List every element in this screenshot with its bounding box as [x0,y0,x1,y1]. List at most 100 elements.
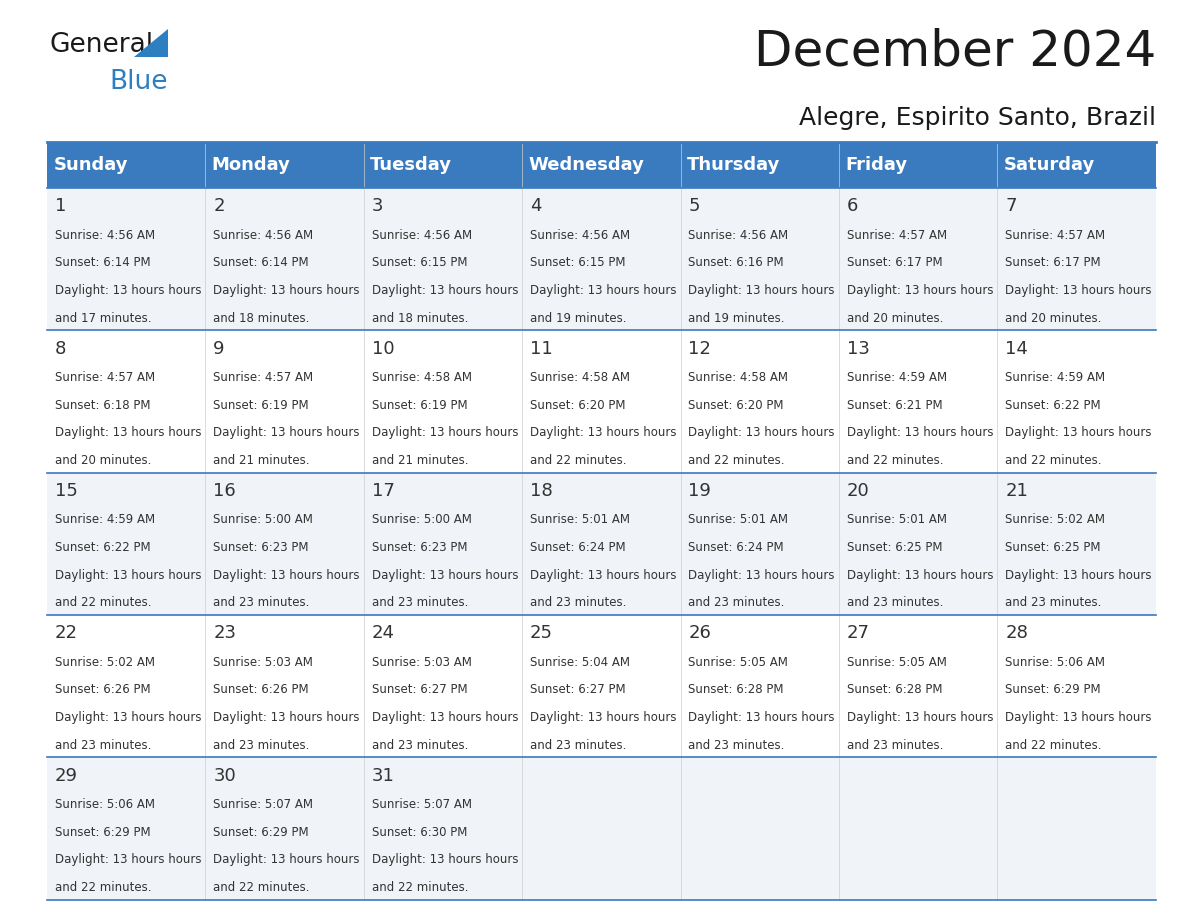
FancyBboxPatch shape [48,188,1156,330]
Text: Sunset: 6:24 PM: Sunset: 6:24 PM [530,541,626,554]
Text: Sunset: 6:25 PM: Sunset: 6:25 PM [1005,541,1101,554]
Text: Sunrise: 5:01 AM: Sunrise: 5:01 AM [689,513,789,526]
Text: Sunset: 6:28 PM: Sunset: 6:28 PM [689,683,784,696]
Text: 29: 29 [55,767,78,785]
Text: 22: 22 [55,624,78,643]
Text: 19: 19 [689,482,712,500]
Text: 16: 16 [214,482,236,500]
Text: Sunrise: 5:04 AM: Sunrise: 5:04 AM [530,655,630,668]
Text: Daylight: 13 hours hours: Daylight: 13 hours hours [55,711,201,724]
Text: 14: 14 [1005,340,1028,358]
Text: 9: 9 [214,340,225,358]
Text: and 23 minutes.: and 23 minutes. [372,739,468,752]
Text: Sunset: 6:16 PM: Sunset: 6:16 PM [689,256,784,269]
Text: Daylight: 13 hours hours: Daylight: 13 hours hours [372,285,518,297]
Text: Sunset: 6:17 PM: Sunset: 6:17 PM [1005,256,1101,269]
Text: Tuesday: Tuesday [371,156,453,174]
Text: and 18 minutes.: and 18 minutes. [372,312,468,325]
Text: Daylight: 13 hours hours: Daylight: 13 hours hours [689,427,835,440]
Text: 1: 1 [55,197,67,216]
Text: Daylight: 13 hours hours: Daylight: 13 hours hours [55,427,201,440]
Text: and 22 minutes.: and 22 minutes. [530,454,626,467]
Text: and 20 minutes.: and 20 minutes. [1005,312,1101,325]
Text: 15: 15 [55,482,77,500]
Text: and 22 minutes.: and 22 minutes. [55,597,151,610]
Text: Daylight: 13 hours hours: Daylight: 13 hours hours [847,569,993,582]
Text: and 23 minutes.: and 23 minutes. [689,597,785,610]
Text: Sunset: 6:18 PM: Sunset: 6:18 PM [55,398,151,411]
Text: and 22 minutes.: and 22 minutes. [55,881,151,894]
Text: 18: 18 [530,482,552,500]
Text: Daylight: 13 hours hours: Daylight: 13 hours hours [214,569,360,582]
Text: Sunset: 6:17 PM: Sunset: 6:17 PM [847,256,942,269]
Text: Sunrise: 5:05 AM: Sunrise: 5:05 AM [847,655,947,668]
Text: Sunrise: 4:56 AM: Sunrise: 4:56 AM [214,229,314,241]
Text: Daylight: 13 hours hours: Daylight: 13 hours hours [689,569,835,582]
Text: Thursday: Thursday [687,156,781,174]
Text: General: General [49,32,153,58]
Text: 30: 30 [214,767,236,785]
Text: Daylight: 13 hours hours: Daylight: 13 hours hours [1005,569,1152,582]
Text: and 18 minutes.: and 18 minutes. [214,312,310,325]
Text: Daylight: 13 hours hours: Daylight: 13 hours hours [847,427,993,440]
Text: Daylight: 13 hours hours: Daylight: 13 hours hours [55,569,201,582]
Text: Friday: Friday [846,156,908,174]
Text: Daylight: 13 hours hours: Daylight: 13 hours hours [55,854,201,867]
Text: 10: 10 [372,340,394,358]
Text: Sunrise: 4:58 AM: Sunrise: 4:58 AM [372,371,472,384]
Text: 28: 28 [1005,624,1028,643]
Text: and 22 minutes.: and 22 minutes. [1005,739,1101,752]
Text: 25: 25 [530,624,554,643]
Text: and 23 minutes.: and 23 minutes. [372,597,468,610]
Text: Sunrise: 5:00 AM: Sunrise: 5:00 AM [372,513,472,526]
Text: Daylight: 13 hours hours: Daylight: 13 hours hours [530,711,677,724]
Text: Daylight: 13 hours hours: Daylight: 13 hours hours [847,285,993,297]
Text: Sunrise: 5:07 AM: Sunrise: 5:07 AM [372,798,472,811]
Text: Sunset: 6:27 PM: Sunset: 6:27 PM [372,683,467,696]
Text: Sunrise: 4:57 AM: Sunrise: 4:57 AM [214,371,314,384]
Text: Daylight: 13 hours hours: Daylight: 13 hours hours [372,711,518,724]
Text: and 23 minutes.: and 23 minutes. [214,597,310,610]
Text: 27: 27 [847,624,870,643]
Text: 11: 11 [530,340,552,358]
Text: and 23 minutes.: and 23 minutes. [1005,597,1101,610]
Text: Alegre, Espirito Santo, Brazil: Alegre, Espirito Santo, Brazil [798,106,1156,129]
Text: Sunrise: 5:06 AM: Sunrise: 5:06 AM [1005,655,1105,668]
Text: and 19 minutes.: and 19 minutes. [530,312,626,325]
Text: Daylight: 13 hours hours: Daylight: 13 hours hours [1005,711,1152,724]
Text: Sunrise: 5:03 AM: Sunrise: 5:03 AM [372,655,472,668]
Text: Sunset: 6:19 PM: Sunset: 6:19 PM [214,398,309,411]
Text: Sunrise: 4:56 AM: Sunrise: 4:56 AM [689,229,789,241]
Polygon shape [134,29,168,57]
Text: Wednesday: Wednesday [529,156,644,174]
Text: and 23 minutes.: and 23 minutes. [847,739,943,752]
Text: Sunset: 6:14 PM: Sunset: 6:14 PM [55,256,151,269]
Text: Sunset: 6:29 PM: Sunset: 6:29 PM [1005,683,1101,696]
Text: and 22 minutes.: and 22 minutes. [214,881,310,894]
Text: Sunset: 6:20 PM: Sunset: 6:20 PM [689,398,784,411]
FancyBboxPatch shape [48,757,1156,900]
Text: Sunset: 6:26 PM: Sunset: 6:26 PM [55,683,151,696]
Text: Sunday: Sunday [53,156,128,174]
Text: Daylight: 13 hours hours: Daylight: 13 hours hours [1005,285,1152,297]
Text: Sunrise: 5:02 AM: Sunrise: 5:02 AM [1005,513,1105,526]
Text: Sunset: 6:15 PM: Sunset: 6:15 PM [530,256,626,269]
Text: and 23 minutes.: and 23 minutes. [847,597,943,610]
Text: 7: 7 [1005,197,1017,216]
Text: Daylight: 13 hours hours: Daylight: 13 hours hours [214,854,360,867]
Text: December 2024: December 2024 [753,28,1156,75]
Text: Saturday: Saturday [1004,156,1095,174]
Text: 8: 8 [55,340,67,358]
Text: Sunset: 6:22 PM: Sunset: 6:22 PM [1005,398,1101,411]
Text: and 22 minutes.: and 22 minutes. [689,454,785,467]
Text: Daylight: 13 hours hours: Daylight: 13 hours hours [372,854,518,867]
Text: Sunrise: 5:01 AM: Sunrise: 5:01 AM [530,513,630,526]
Text: Sunrise: 5:00 AM: Sunrise: 5:00 AM [214,513,314,526]
Text: 20: 20 [847,482,870,500]
Text: Sunrise: 4:56 AM: Sunrise: 4:56 AM [55,229,154,241]
Text: Sunset: 6:28 PM: Sunset: 6:28 PM [847,683,942,696]
Text: Sunrise: 4:59 AM: Sunrise: 4:59 AM [55,513,154,526]
Text: 4: 4 [530,197,542,216]
FancyBboxPatch shape [48,330,1156,473]
Text: Monday: Monday [211,156,291,174]
